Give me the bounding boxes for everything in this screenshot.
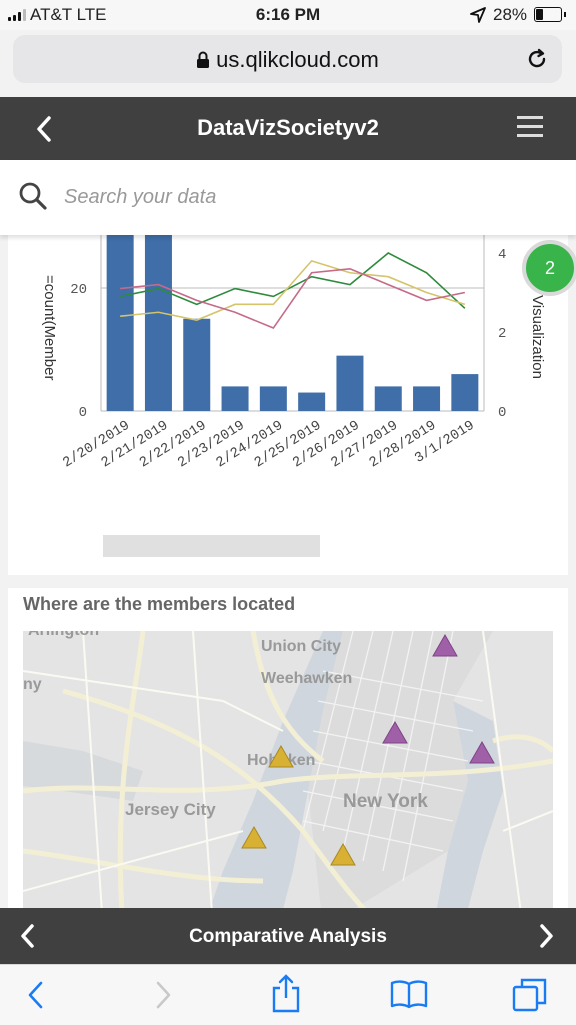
- app-header: DataVizSocietyv2: [0, 97, 576, 160]
- status-bar: AT&T LTE 6:16 PM 28%: [0, 0, 576, 30]
- chart-scrollbar[interactable]: [103, 535, 320, 557]
- map-label-ny: ny: [23, 676, 42, 693]
- bar[interactable]: [451, 374, 479, 411]
- address-bar[interactable]: us.qlikcloud.com: [13, 35, 562, 83]
- series-line[interactable]: [120, 267, 466, 330]
- app-title: DataVizSocietyv2: [197, 115, 379, 140]
- y2-axis-title: Visualization: [529, 295, 546, 379]
- member-marker[interactable]: [241, 825, 267, 849]
- search-bar[interactable]: Search your data: [0, 160, 576, 235]
- browser-toolbar: [0, 964, 576, 1025]
- search-icon: [19, 182, 47, 210]
- y-tick-label: 20: [70, 282, 87, 298]
- tabs-icon[interactable]: [512, 977, 548, 1013]
- bar[interactable]: [221, 386, 249, 411]
- map-label-union-city: Union City: [261, 638, 341, 655]
- next-sheet-icon[interactable]: [538, 923, 556, 949]
- bar[interactable]: [106, 235, 134, 411]
- bar[interactable]: [259, 386, 287, 411]
- map-label-jersey-city: Jersey City: [125, 800, 216, 819]
- y-tick-label: 0: [79, 405, 87, 421]
- map-label-new-york: New York: [343, 791, 428, 812]
- battery-icon: [534, 7, 566, 22]
- reload-icon[interactable]: [525, 47, 549, 71]
- member-marker[interactable]: [330, 842, 356, 866]
- share-icon[interactable]: [271, 973, 301, 1013]
- map-card: Where are the members located: [8, 588, 568, 928]
- member-marker[interactable]: [432, 633, 458, 657]
- back-chevron-icon[interactable]: [34, 115, 54, 143]
- series-line[interactable]: [119, 252, 466, 309]
- previous-sheet-icon[interactable]: [18, 923, 36, 949]
- member-marker[interactable]: [469, 740, 495, 764]
- map-label-arlington: Arlington: [28, 631, 99, 639]
- combo-chart-card: 0 20 0 2 4 =count(Member Visualization 2/20/201…: [8, 235, 568, 575]
- signal-icon: [8, 9, 30, 21]
- carrier-label: AT&T LTE: [30, 5, 107, 24]
- bar[interactable]: [144, 235, 172, 411]
- sheet-title: Comparative Analysis: [189, 926, 387, 947]
- location-arrow-icon: [470, 7, 486, 23]
- browser-back-icon[interactable]: [26, 980, 46, 1010]
- sheet-navigation-bar: Comparative Analysis: [0, 908, 576, 964]
- bar[interactable]: [413, 386, 441, 411]
- y2-tick-label: 0: [498, 405, 506, 421]
- bar[interactable]: [298, 392, 326, 411]
- y2-tick-label: 2: [498, 326, 506, 342]
- clock: 6:16 PM: [255, 5, 321, 24]
- member-marker[interactable]: [382, 720, 408, 744]
- bar[interactable]: [183, 318, 211, 411]
- browser-forward-icon[interactable]: [153, 980, 173, 1010]
- search-input[interactable]: Search your data: [64, 186, 217, 208]
- selection-count-badge[interactable]: 2: [522, 240, 576, 296]
- menu-icon[interactable]: [517, 115, 545, 139]
- battery-percent: 28%: [493, 5, 528, 24]
- bar[interactable]: [374, 386, 402, 411]
- bar[interactable]: [336, 355, 364, 411]
- series-line[interactable]: [120, 259, 466, 321]
- map-label-weehawken: Weehawken: [261, 670, 352, 687]
- y-axis-title: =count(Member: [41, 275, 58, 380]
- lock-icon: [197, 51, 210, 68]
- url-text: us.qlikcloud.com: [216, 47, 379, 72]
- member-marker[interactable]: [268, 744, 294, 768]
- y2-tick-label: 4: [498, 247, 506, 263]
- member-map[interactable]: Arlington Union City Weehawken Hoboken J…: [23, 631, 553, 928]
- map-title: Where are the members located: [23, 594, 296, 614]
- bookmarks-icon[interactable]: [390, 979, 428, 1009]
